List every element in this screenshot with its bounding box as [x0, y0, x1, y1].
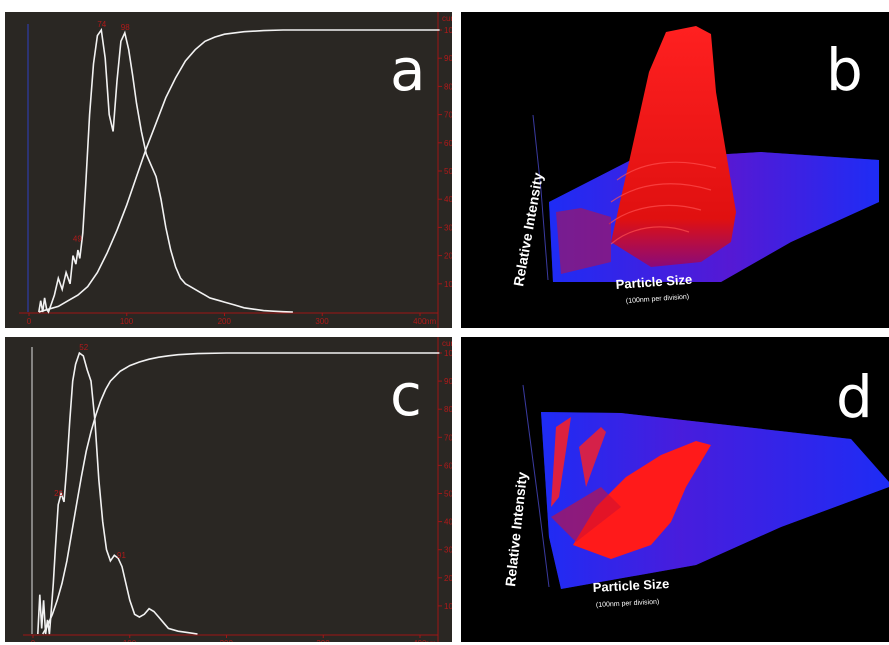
x-tick-label: 200 [220, 639, 234, 642]
red-spike-left [579, 427, 606, 487]
panel-b: b Relative Intensity Particle Size (100n… [461, 12, 889, 328]
size-distribution-chart-c: cum % 10% 20% 30% 40% 50% 60% 70% 80% 90% 100% 0 100… [5, 337, 452, 642]
x-tick-label: 100 [120, 317, 134, 326]
x-tick-label: 100 [123, 639, 137, 642]
chart-layer: cum % 10% 20% 30% 40% 50% 60% 70% 80% 90% 100% 0 100… [19, 12, 452, 328]
x-tick-label: 0 [27, 317, 32, 326]
y2-tick-label: 40% [444, 518, 452, 527]
panel-a: cum % 10% 20% 30% 40% 50% 60% 70% 80% 90% 100% 0 100… [5, 12, 452, 328]
y2-tick-label: 30% [444, 546, 452, 555]
panel-c: cum % 10% 20% 30% 40% 50% 60% 70% 80% 90% 100% 0 100… [5, 337, 452, 642]
cumulative-curve [42, 352, 440, 635]
x-tick-label: 0 [31, 639, 36, 642]
peak-label: 49 [73, 234, 82, 243]
y2-tick-label: 80% [444, 405, 452, 414]
back-axis-line [532, 114, 549, 281]
cumulative-axis-title: cum % [442, 14, 452, 23]
plot-background [5, 12, 452, 328]
x-axis-sublabel: (100nm per division) [596, 599, 660, 609]
peak-label: 91 [117, 551, 126, 560]
x-tick-label: 400 [413, 639, 427, 642]
y2-tick-label: 60% [444, 139, 452, 148]
y2-tick-label: 50% [444, 490, 452, 499]
y2-tick-label: 10% [444, 602, 452, 611]
y2-tick-label: 10% [444, 280, 452, 289]
y2-tick-label: 70% [444, 111, 452, 120]
peak-label: 26 [54, 489, 63, 498]
y2-tick-label: 90% [444, 54, 452, 63]
x-axis-sublabel: (100nm per division) [626, 294, 690, 305]
chart-layer: cum % 10% 20% 30% 40% 50% 60% 70% 80% 90% 100% 0 100… [23, 337, 452, 642]
peak-label: 98 [121, 23, 130, 32]
panel-letter: b [826, 36, 863, 104]
3d-intensity-plot-d: d Relative Intensity Particle Size (100n… [461, 337, 889, 642]
back-axis-line [522, 384, 550, 588]
peak-label: 74 [97, 20, 106, 29]
small-peaks [556, 208, 611, 274]
x-unit-label: nm [425, 317, 436, 326]
cumulative-curve [38, 29, 440, 313]
size-distribution-chart-a: cum % 10% 20% 30% 40% 50% 60% 70% 80% 90% 100% 0 100… [5, 12, 452, 328]
x-axis-label: Particle Size [615, 272, 692, 292]
ridge-lines [608, 161, 717, 245]
red-spikes [551, 417, 571, 507]
panel-letter: a [390, 36, 426, 104]
y2-tick-label: 100% [444, 26, 452, 35]
peak-label: 52 [79, 343, 88, 352]
x-tick-label: 300 [316, 639, 330, 642]
y2-tick-label: 70% [444, 433, 452, 442]
panel-letter: d [836, 363, 873, 431]
red-peak-cluster [573, 441, 711, 559]
y2-tick-label: 60% [444, 461, 452, 470]
red-low-region [551, 487, 621, 542]
y2-tick-label: 20% [444, 574, 452, 583]
cumulative-axis-title: cum % [442, 339, 452, 348]
panel-letter: c [390, 361, 422, 429]
x-axis-label: Particle Size [592, 576, 669, 595]
distribution-curve [37, 351, 198, 635]
y2-tick-label: 80% [444, 82, 452, 91]
y2-tick-label: 90% [444, 377, 452, 386]
distribution-curve [38, 27, 293, 314]
x-unit-label: nm [425, 639, 436, 642]
3d-intensity-plot-b: b Relative Intensity Particle Size (100n… [461, 12, 889, 328]
panel-d: d Relative Intensity Particle Size (100n… [461, 337, 889, 642]
y2-tick-label: 40% [444, 195, 452, 204]
x-tick-label: 200 [218, 317, 232, 326]
y2-tick-label: 100% [444, 349, 452, 358]
x-tick-label: 300 [315, 317, 329, 326]
y2-tick-label: 20% [444, 252, 452, 261]
y2-tick-label: 50% [444, 167, 452, 176]
y2-tick-label: 30% [444, 223, 452, 232]
x-tick-label: 400 [413, 317, 427, 326]
red-peak [611, 26, 736, 267]
